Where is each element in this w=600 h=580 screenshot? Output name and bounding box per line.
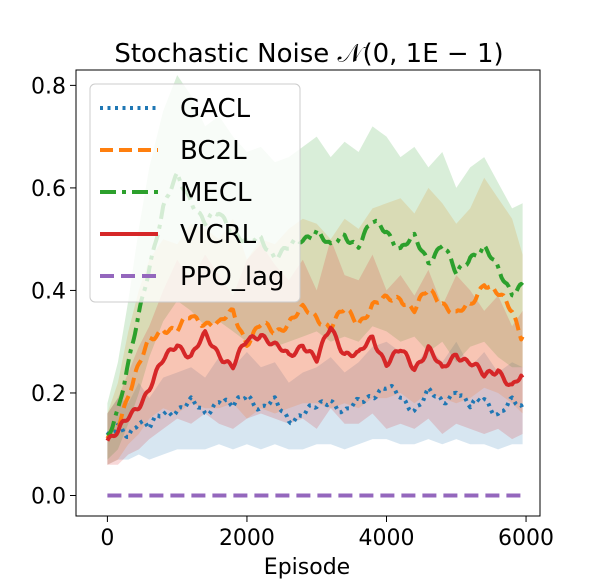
legend-label-ppo-lag: PPO_lag bbox=[180, 262, 284, 292]
x-axis-label: Episode bbox=[264, 555, 350, 580]
y-tick-label: 0.2 bbox=[31, 382, 66, 407]
legend-label-bc2l: BC2L bbox=[180, 136, 247, 166]
x-tick-label: 6000 bbox=[498, 526, 554, 551]
x-tick-label: 4000 bbox=[358, 526, 414, 551]
legend-label-vicrl: VICRL bbox=[180, 220, 257, 250]
line-bc2l bbox=[105, 283, 525, 440]
legend-label-gacl: GACL bbox=[180, 94, 251, 124]
legend-box bbox=[89, 83, 301, 303]
line-vicrl bbox=[105, 325, 525, 442]
y-tick-label: 0.0 bbox=[31, 484, 66, 509]
plot-frame bbox=[75, 69, 541, 517]
band-gacl bbox=[107, 341, 523, 465]
x-tick-label: 2000 bbox=[219, 526, 275, 551]
series-lines bbox=[105, 170, 525, 498]
line-gacl bbox=[105, 383, 525, 439]
y-tick-label: 0.8 bbox=[31, 74, 66, 99]
chart-title: Stochastic Noise 𝒩(0, 1E − 1) bbox=[114, 39, 503, 69]
legend-label-mecl: MECL bbox=[180, 178, 252, 208]
x-tick-label: 0 bbox=[100, 526, 114, 551]
y-tick-label: 0.6 bbox=[31, 177, 66, 202]
line-mecl bbox=[106, 170, 525, 437]
legend: GACL BC2L MECL VICRL PPO_lag bbox=[89, 83, 301, 303]
y-axis: 0.0 0.2 0.4 0.6 0.8 bbox=[31, 74, 76, 509]
y-tick-label: 0.4 bbox=[31, 279, 66, 304]
x-axis: 0 2000 4000 6000 bbox=[100, 516, 554, 551]
